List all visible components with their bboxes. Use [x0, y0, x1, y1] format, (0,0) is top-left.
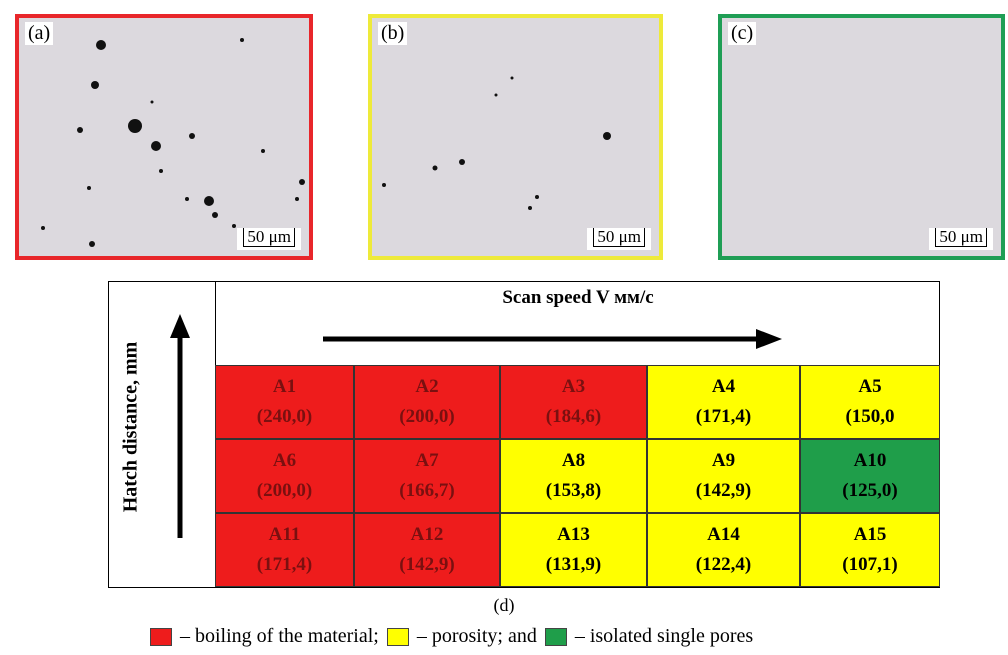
y-axis-label: Hatch distance, mm	[120, 342, 143, 513]
cell-value: (125,0)	[801, 476, 939, 506]
cell-value: (240,0)	[216, 402, 353, 432]
cell-value: (153,8)	[501, 476, 646, 506]
legend-text: – boiling of the material;	[180, 625, 379, 648]
legend-swatch	[387, 628, 409, 646]
legend-swatch	[150, 628, 172, 646]
cell: A2(200,0)	[354, 365, 500, 439]
micrograph: (c) 50 μm	[718, 14, 1005, 260]
cell-id: A11	[216, 520, 353, 550]
panel-label: (c)	[728, 22, 756, 45]
micrograph: (b) 50 μm	[368, 14, 663, 260]
panel-label: (b)	[378, 22, 407, 45]
cell-id: A15	[801, 520, 939, 550]
cell: A13(131,9)	[500, 513, 647, 587]
cell-value: (122,4)	[648, 550, 799, 580]
legend: – boiling of the material; – porosity; an…	[150, 625, 761, 648]
cell-value: (142,9)	[355, 550, 499, 580]
caption: (d)	[0, 595, 1008, 616]
cell-value: (171,4)	[648, 402, 799, 432]
cell-id: A6	[216, 446, 353, 476]
scale-label: 50 μm	[935, 228, 987, 247]
legend-text: – porosity; and	[417, 625, 537, 648]
cell-id: A1	[216, 372, 353, 402]
cell-id: A3	[501, 372, 646, 402]
cell-id: A14	[648, 520, 799, 550]
cell: A11(171,4)	[215, 513, 354, 587]
cell-value: (142,9)	[648, 476, 799, 506]
legend-swatch	[545, 628, 567, 646]
cell-id: A9	[648, 446, 799, 476]
scale-bar: 50 μm	[237, 228, 301, 250]
scale-bar: 50 μm	[587, 228, 651, 250]
cell-value: (200,0)	[216, 476, 353, 506]
pores	[19, 18, 313, 260]
scale-label: 50 μm	[243, 228, 295, 247]
cell-id: A2	[355, 372, 499, 402]
cell-value: (200,0)	[355, 402, 499, 432]
cell: A6(200,0)	[215, 439, 354, 513]
cell-value: (171,4)	[216, 550, 353, 580]
cell: A12(142,9)	[354, 513, 500, 587]
x-arrow	[216, 281, 941, 365]
pores	[372, 18, 663, 260]
cell-id: A12	[355, 520, 499, 550]
cell-value: (166,7)	[355, 476, 499, 506]
cell-id: A4	[648, 372, 799, 402]
cell-value: (107,1)	[801, 550, 939, 580]
cell-id: A10	[801, 446, 939, 476]
cell: A3(184,6)	[500, 365, 647, 439]
table-header: Scan speed V мм/с	[215, 281, 940, 365]
cell: A8(153,8)	[500, 439, 647, 513]
cell: A7(166,7)	[354, 439, 500, 513]
cell-id: A8	[501, 446, 646, 476]
y-arrow	[160, 310, 200, 540]
cell-value: (131,9)	[501, 550, 646, 580]
cell: A1(240,0)	[215, 365, 354, 439]
micrograph: (a) 50 μm	[15, 14, 313, 260]
cell: A15(107,1)	[800, 513, 940, 587]
cell-id: A7	[355, 446, 499, 476]
cell-value: (150,0	[801, 402, 939, 432]
cell: A14(122,4)	[647, 513, 800, 587]
cell: A9(142,9)	[647, 439, 800, 513]
cell: A5(150,0	[800, 365, 940, 439]
cell-id: A13	[501, 520, 646, 550]
cell-value: (184,6)	[501, 402, 646, 432]
cell-id: A5	[801, 372, 939, 402]
cell: A4(171,4)	[647, 365, 800, 439]
cell: A10(125,0)	[800, 439, 940, 513]
page: (a) 50 μm (b) 50 μm (c) 50 μm Scan speed…	[0, 0, 1008, 655]
panel-label: (a)	[25, 22, 53, 45]
scale-bar: 50 μm	[929, 228, 993, 250]
legend-text: – isolated single pores	[575, 625, 753, 648]
scale-label: 50 μm	[593, 228, 645, 247]
